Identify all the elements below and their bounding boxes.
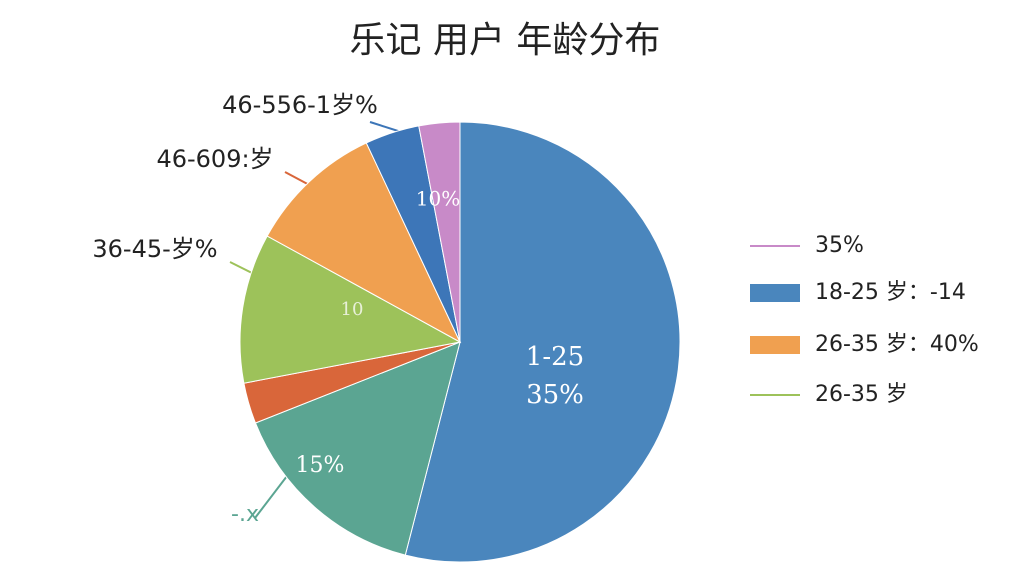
legend-label: 26-35 岁：40% (815, 332, 979, 357)
annotation: 1-25 (526, 342, 584, 372)
pie-slice (254, 341, 461, 556)
chart-title: 乐记 用户 年龄分布 (350, 20, 661, 61)
annotation: 10 (341, 299, 364, 320)
pie-slice (266, 142, 462, 344)
annotation: 35% (526, 380, 584, 410)
pie-slice (418, 121, 461, 343)
annotation: -.x (231, 502, 259, 527)
annotation: 15% (296, 453, 345, 478)
legend-label: 26-35 岁 (815, 382, 908, 407)
legend-label: 18-25 岁：-14 (815, 280, 966, 305)
annotation: 46-609:岁 (156, 145, 273, 173)
annotation: 46-556-1岁% (222, 91, 378, 119)
legend-label: 35% (815, 233, 864, 258)
pie-slice (404, 121, 681, 563)
annotation: 36-45-岁% (92, 235, 217, 263)
pie-slice (239, 235, 462, 384)
legend-swatch (750, 284, 800, 302)
legend-swatch (750, 336, 800, 354)
annotation: 10% (416, 187, 460, 211)
